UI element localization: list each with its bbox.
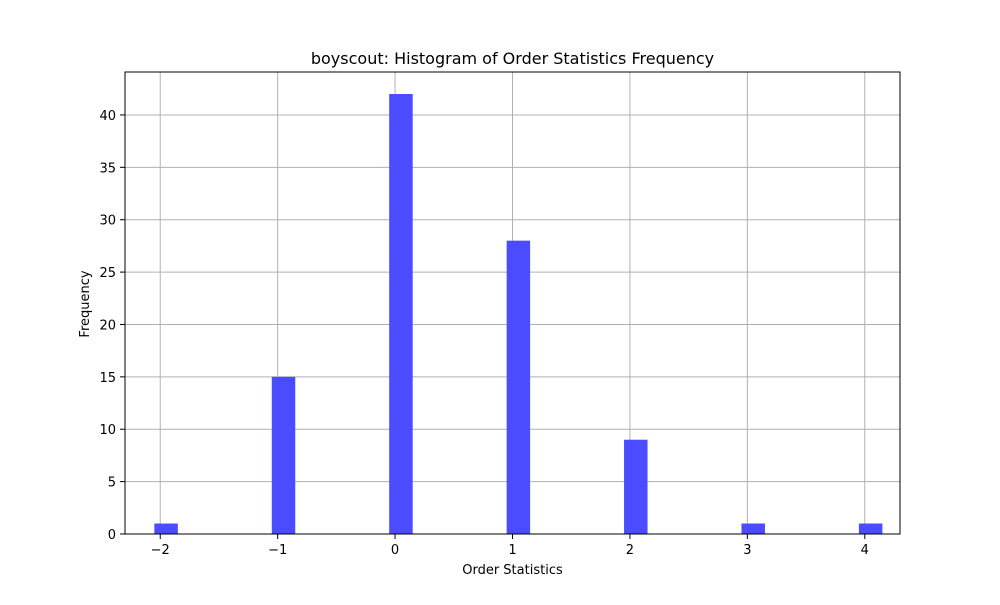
histogram-bar xyxy=(858,523,883,534)
histogram-bar xyxy=(389,94,413,534)
histogram-bar xyxy=(741,523,765,534)
y-tick-label: 25 xyxy=(99,266,116,281)
y-tick-label: 35 xyxy=(99,161,116,176)
x-tick-label: 3 xyxy=(743,543,751,558)
bars xyxy=(154,94,883,534)
histogram-bar xyxy=(624,439,648,534)
x-axis-label: Order Statistics xyxy=(462,563,563,578)
x-tick-label: −1 xyxy=(268,543,287,558)
x-tick-label: 2 xyxy=(626,543,634,558)
y-tick-label: 30 xyxy=(99,214,116,229)
x-tick-label: 1 xyxy=(508,543,516,558)
histogram-bar xyxy=(506,240,531,534)
x-tick-label: −2 xyxy=(151,543,170,558)
y-tick-label: 0 xyxy=(108,528,116,543)
y-tick-label: 20 xyxy=(99,318,116,333)
chart-title: boyscout: Histogram of Order Statistics … xyxy=(311,49,714,68)
y-axis-label: Frequency xyxy=(78,270,93,337)
y-tick-label: 15 xyxy=(99,371,116,386)
y-tick-label: 10 xyxy=(99,423,116,438)
x-tick-label: 0 xyxy=(391,543,399,558)
x-tick-label: 4 xyxy=(861,543,869,558)
y-tick-label: 5 xyxy=(108,476,116,491)
histogram-bar xyxy=(271,376,296,534)
histogram-bar xyxy=(154,523,178,534)
y-tick-label: 40 xyxy=(99,109,116,124)
